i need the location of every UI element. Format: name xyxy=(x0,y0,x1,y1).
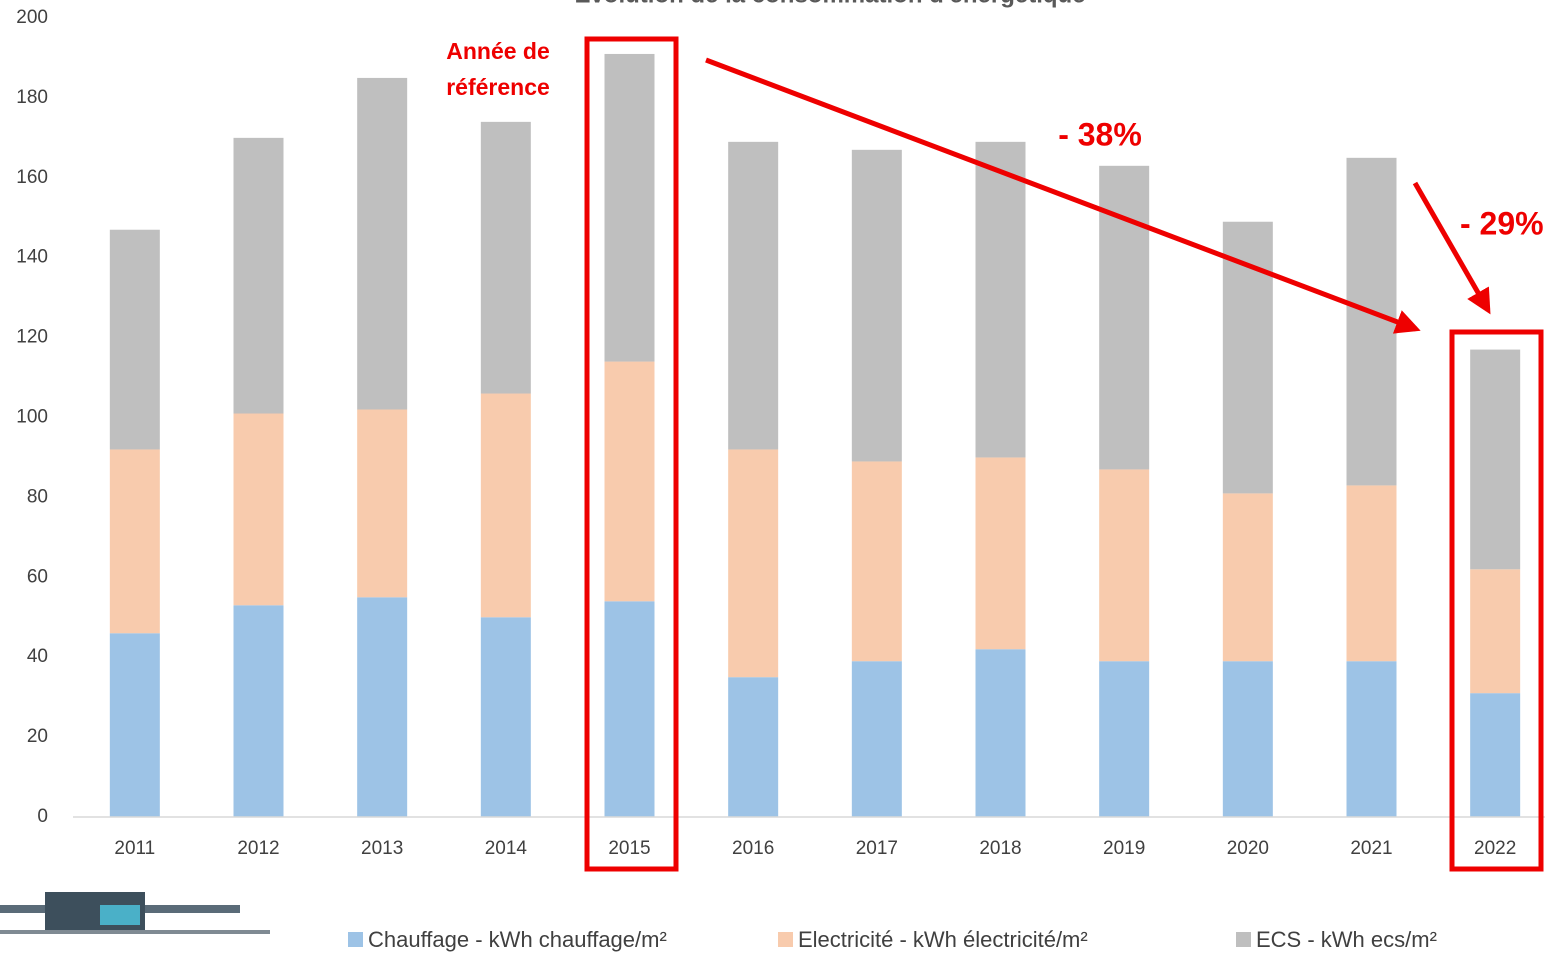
y-tick-label: 140 xyxy=(16,247,48,268)
bar-segment xyxy=(481,122,531,394)
y-tick-label: 180 xyxy=(16,87,48,108)
bar-segment xyxy=(1099,661,1149,817)
x-tick-label: 2017 xyxy=(856,838,898,859)
annotation: - 29% xyxy=(1460,205,1544,241)
bar-segment xyxy=(605,362,655,602)
y-tick-label: 160 xyxy=(16,167,48,188)
y-tick-label: 0 xyxy=(37,806,48,827)
bar-segment xyxy=(110,449,160,633)
bar-segment xyxy=(481,394,531,618)
bar-segment xyxy=(110,230,160,450)
legend-label: ECS - kWh ecs/m² xyxy=(1256,927,1437,952)
bar-segment xyxy=(728,142,778,450)
x-tick-label: 2018 xyxy=(979,838,1021,859)
x-tick-label: 2013 xyxy=(361,838,403,859)
legend-swatch xyxy=(1236,932,1251,947)
x-tick-label: 2011 xyxy=(114,838,155,859)
bar-segment xyxy=(357,78,407,410)
x-tick-label: 2012 xyxy=(237,838,279,859)
bar-segment xyxy=(728,449,778,677)
y-tick-label: 80 xyxy=(27,486,48,507)
bar-segment xyxy=(976,457,1026,649)
x-tick-label: 2022 xyxy=(1474,838,1516,859)
bar-segment xyxy=(1347,661,1397,817)
y-tick-label: 100 xyxy=(16,407,48,428)
bar-segment xyxy=(1223,222,1273,494)
legend-swatch xyxy=(778,932,793,947)
bar-segment xyxy=(234,414,284,606)
y-tick-label: 200 xyxy=(16,7,48,28)
bar-segment xyxy=(605,601,655,817)
bar-segment xyxy=(1470,693,1520,817)
bar-segment xyxy=(481,617,531,817)
bar-segment xyxy=(110,633,160,817)
x-tick-label: 2021 xyxy=(1350,838,1392,859)
annotation: référence xyxy=(446,74,550,100)
y-tick-label: 60 xyxy=(27,566,48,587)
y-tick-label: 40 xyxy=(27,646,48,667)
bar-segment xyxy=(1470,350,1520,570)
bar-segment xyxy=(728,677,778,817)
bar-segment xyxy=(852,150,902,462)
chart: Evolution de la consommation d'énergétiq… xyxy=(0,0,1545,957)
bar-segment xyxy=(1347,158,1397,486)
bar-segment xyxy=(976,142,1026,458)
bar-segment xyxy=(976,649,1026,817)
arrow xyxy=(706,60,1416,329)
annotation: Année de xyxy=(446,38,550,64)
x-tick-label: 2014 xyxy=(485,838,528,859)
y-tick-label: 20 xyxy=(27,726,48,747)
bar-segment xyxy=(1099,469,1149,661)
bar-segment xyxy=(605,54,655,362)
bar-segment xyxy=(357,597,407,817)
bar-segment xyxy=(1347,485,1397,661)
bar-segment xyxy=(1470,569,1520,693)
bar-segment xyxy=(1223,661,1273,817)
bar-segment xyxy=(852,661,902,817)
bar-segment xyxy=(1223,493,1273,661)
legend-label: Electricité - kWh électricité/m² xyxy=(798,927,1088,952)
bar-segment xyxy=(357,410,407,598)
legend-swatch xyxy=(348,932,363,947)
arrow xyxy=(1415,183,1488,310)
bar-segment xyxy=(234,138,284,414)
x-tick-label: 2016 xyxy=(732,838,774,859)
bar-segment xyxy=(852,461,902,661)
legend-label: Chauffage - kWh chauffage/m² xyxy=(368,927,667,952)
x-tick-label: 2015 xyxy=(608,838,650,859)
x-tick-label: 2019 xyxy=(1103,838,1145,859)
logo xyxy=(0,892,270,934)
bar-segment xyxy=(234,605,284,817)
chart-title: Evolution de la consommation d'énergétiq… xyxy=(574,0,1085,8)
x-tick-label: 2020 xyxy=(1227,838,1269,859)
annotation: - 38% xyxy=(1058,116,1142,152)
y-tick-label: 120 xyxy=(16,327,48,348)
